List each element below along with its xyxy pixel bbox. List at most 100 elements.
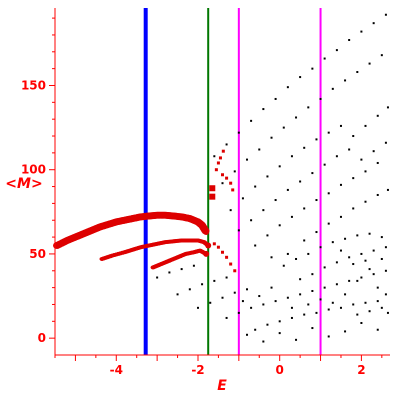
x-axis-label: E (217, 378, 227, 394)
series-5-point (237, 229, 240, 232)
series-5-point (327, 222, 330, 225)
series-1-marker (205, 242, 212, 249)
series-5-point (307, 106, 310, 109)
axes: 0 50 100 150 -4 -2 0 2 (21, 8, 390, 377)
series-5-point (168, 271, 171, 274)
series-5-point (376, 300, 379, 303)
series-4-marker (233, 269, 237, 273)
series-4-marker (231, 188, 235, 192)
series-5-point (278, 320, 281, 323)
series-4-marker (214, 168, 218, 172)
series-3-marker (209, 193, 216, 200)
series-5-point (327, 131, 330, 134)
series-5-point (311, 289, 314, 292)
series-5-point (270, 136, 273, 139)
series-5-point (364, 124, 367, 127)
series-5-point (254, 328, 257, 331)
series-5-point (286, 296, 289, 299)
series-5-point (386, 188, 389, 191)
series-5-point (335, 49, 338, 52)
series-5-point (262, 340, 265, 343)
series-4-marker (212, 242, 216, 246)
series-5-point (360, 30, 363, 33)
series-3-marker (209, 185, 216, 192)
series-5-point (372, 150, 375, 153)
series-5-point (315, 199, 318, 202)
series-5-point (286, 86, 289, 89)
series-5-point (372, 22, 375, 25)
series-5-point (250, 219, 253, 222)
series-4-marker (216, 245, 220, 249)
series-4-marker (221, 173, 224, 177)
series-5-point (270, 256, 273, 259)
series-5-point (290, 215, 293, 218)
y-tick-label: 0 (38, 331, 46, 345)
series-5-point (323, 57, 326, 60)
series-5-point (356, 234, 359, 237)
series-5-point (278, 224, 281, 227)
series-5-point (303, 313, 306, 316)
series-5-point (246, 288, 249, 291)
series-5-point (380, 257, 383, 260)
series-5-point (237, 311, 240, 314)
series-5-point (368, 232, 371, 235)
series-5-point (254, 244, 257, 247)
series-5-point (364, 301, 367, 304)
series-5-point (376, 161, 379, 164)
series-5-point (241, 197, 244, 200)
series-5-point (348, 148, 351, 151)
series-5-point (380, 54, 383, 57)
series-5-point (225, 316, 228, 319)
series-5-point (246, 158, 249, 161)
series-5-point (221, 182, 224, 185)
series-5-point (311, 273, 314, 276)
series-5-point (180, 268, 183, 271)
series-5-point (262, 108, 265, 111)
series-5-point (209, 301, 212, 304)
series-5-point (335, 155, 338, 158)
series-5-point (278, 332, 281, 335)
data-points (53, 13, 389, 343)
series-5-point (299, 76, 302, 79)
series-5-point (360, 321, 363, 324)
series-5-point (372, 249, 375, 252)
series-5-point (323, 266, 326, 269)
series-5-point (335, 283, 338, 286)
series-5-point (352, 303, 355, 306)
series-5-point (364, 259, 367, 262)
series-5-point (364, 170, 367, 173)
series-4-marker (221, 149, 225, 153)
series-4-marker (216, 161, 220, 165)
series-5-point (348, 39, 351, 42)
series-5-point (344, 293, 347, 296)
series-5-point (386, 311, 389, 314)
series-5-point (176, 293, 179, 296)
series-5-point (213, 279, 216, 282)
series-5-point (295, 116, 298, 119)
series-5-point (368, 310, 371, 313)
series-5-point (290, 316, 293, 319)
series-5-point (274, 199, 277, 202)
series-4-marker (225, 176, 229, 180)
series-5-point (250, 119, 253, 122)
series-5-point (274, 300, 277, 303)
series-5-point (282, 264, 285, 267)
series-5-point (356, 313, 359, 316)
series-5-point (344, 330, 347, 333)
series-5-point (372, 273, 375, 276)
x-tick-label: -4 (110, 363, 123, 377)
series-5-point (352, 263, 355, 266)
series-5-point (315, 138, 318, 141)
series-5-point (384, 13, 387, 16)
series-5-point (376, 286, 379, 289)
series-5-point (319, 298, 322, 301)
series-5-point (274, 97, 277, 100)
series-5-point (295, 257, 298, 260)
series-5-point (295, 338, 298, 341)
series-5-point (290, 306, 293, 309)
series-4-marker (218, 156, 222, 160)
series-5-point (290, 155, 293, 158)
series-5-point (286, 188, 289, 191)
series-5-point (339, 215, 342, 218)
